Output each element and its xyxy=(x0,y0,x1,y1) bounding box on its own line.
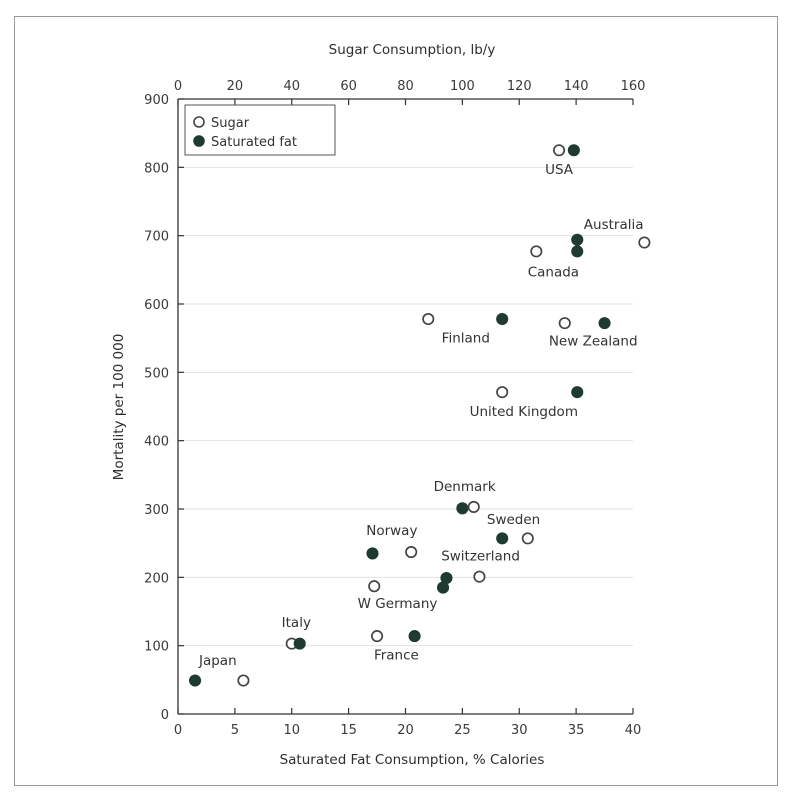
point-labels: USA Australia Canada Finland New Zealand Unit… xyxy=(198,162,644,669)
fat-point-sweden xyxy=(496,532,509,545)
label-finland: Finland xyxy=(442,330,490,346)
label-japan: Japan xyxy=(198,653,237,669)
sugar-point-denmark xyxy=(467,500,480,513)
sugar-point-finland xyxy=(422,312,435,326)
label-united-kingdom: United Kingdom xyxy=(470,404,578,420)
x2-tick-label-100: 100 xyxy=(450,79,475,94)
sugar-point-australia xyxy=(638,236,651,249)
bottom-axis-title: Saturated Fat Consumption, % Calories xyxy=(280,752,545,768)
legend-sugar-label: Sugar xyxy=(211,116,250,131)
figure-frame: 0 5 10 15 20 25 30 35 40 0 20 40 60 80 100 120 140 160 0 10… xyxy=(14,16,778,786)
fat-point-new-zealand xyxy=(598,317,611,330)
y-tick-label-800: 800 xyxy=(144,161,169,176)
fat-point-italy xyxy=(293,637,306,650)
fat-point-canada xyxy=(571,245,584,258)
y-tick-label-700: 700 xyxy=(144,230,169,245)
label-w-germany: W Germany xyxy=(358,596,438,612)
label-new-zealand: New Zealand xyxy=(549,334,638,350)
sugar-point-sweden xyxy=(521,532,534,545)
legend-fat-marker xyxy=(193,135,205,147)
sugar-point-france xyxy=(371,630,384,643)
y-tick-label-500: 500 xyxy=(144,366,169,381)
x-tick-label-25: 25 xyxy=(454,723,471,738)
fat-point-japan xyxy=(189,674,202,687)
fat-point-france xyxy=(408,630,421,643)
x-tick-label-30: 30 xyxy=(511,723,528,738)
fat-point-australia xyxy=(571,233,584,246)
y-tick-label-100: 100 xyxy=(144,640,169,655)
scatter-chart: 0 5 10 15 20 25 30 35 400 20 40 60 80 100 120 140 160010… xyxy=(111,42,651,768)
fat-point-usa xyxy=(567,144,580,157)
y-tick-label-900: 900 xyxy=(144,93,169,108)
y-tick-label-300: 300 xyxy=(144,503,169,518)
label-canada: Canada xyxy=(528,265,579,281)
y-tick-label-200: 200 xyxy=(144,571,169,586)
sugar-point-switzerland xyxy=(473,570,486,583)
label-australia: Australia xyxy=(584,217,644,233)
sugar-point-new-zealand xyxy=(558,317,571,330)
x2-tick-label-80: 80 xyxy=(397,79,414,94)
y-tick-label-0: 0 xyxy=(161,708,169,723)
sugar-point-w-germany xyxy=(368,580,381,593)
x2-tick-label-20: 20 xyxy=(227,79,244,94)
x2-tick-label-120: 120 xyxy=(507,79,532,94)
y-axis-title: Mortality per 100 000 xyxy=(111,334,127,481)
fat-point-w-germany xyxy=(436,581,450,594)
sugar-point-canada xyxy=(530,245,543,258)
x2-tick-label-140: 140 xyxy=(564,79,589,94)
sugar-point-norway xyxy=(405,545,418,559)
label-usa: USA xyxy=(545,162,574,178)
x-tick-label-15: 15 xyxy=(340,723,357,738)
label-italy: Italy xyxy=(282,615,311,631)
sugar-point-usa xyxy=(553,144,566,157)
grid xyxy=(178,98,633,647)
fat-point-finland xyxy=(496,312,509,326)
label-norway: Norway xyxy=(366,523,417,539)
y-tick-label-400: 400 xyxy=(144,435,169,450)
x-tick-label-0: 0 xyxy=(174,723,182,738)
fat-point-united-kingdom xyxy=(571,386,584,399)
x-tick-label-10: 10 xyxy=(283,723,300,738)
x2-tick-label-0: 0 xyxy=(174,79,182,94)
x2-tick-label-40: 40 xyxy=(283,79,300,94)
x-tick-label-5: 5 xyxy=(231,723,239,738)
sugar-point-united-kingdom xyxy=(496,386,509,399)
fat-point-denmark xyxy=(456,502,469,515)
legend-sugar-marker xyxy=(193,116,205,128)
x-tick-label-20: 20 xyxy=(397,723,414,738)
label-sweden: Sweden xyxy=(487,512,540,528)
x2-tick-label-60: 60 xyxy=(340,79,357,94)
legend: Sugar Saturated fat xyxy=(184,104,336,156)
axes xyxy=(177,98,634,715)
top-axis-title: Sugar Consumption, lb/y xyxy=(329,42,496,58)
data-points xyxy=(189,144,651,687)
fat-point-norway xyxy=(366,547,379,560)
legend-fat-label: Saturated fat xyxy=(211,135,297,150)
legend-box xyxy=(184,104,336,156)
sugar-point-japan xyxy=(237,674,250,687)
x-tick-label-35: 35 xyxy=(568,723,585,738)
y-tick-label-600: 600 xyxy=(144,298,169,313)
x-tick-label-40: 40 xyxy=(625,723,642,738)
x2-tick-label-160: 160 xyxy=(621,79,646,94)
label-france: France xyxy=(374,647,419,663)
label-switzerland: Switzerland xyxy=(441,548,520,564)
label-denmark: Denmark xyxy=(434,479,496,495)
tick-labels: 0 5 10 15 20 25 30 35 400 20 40 60 80 100 120 140 160010… xyxy=(144,79,645,738)
